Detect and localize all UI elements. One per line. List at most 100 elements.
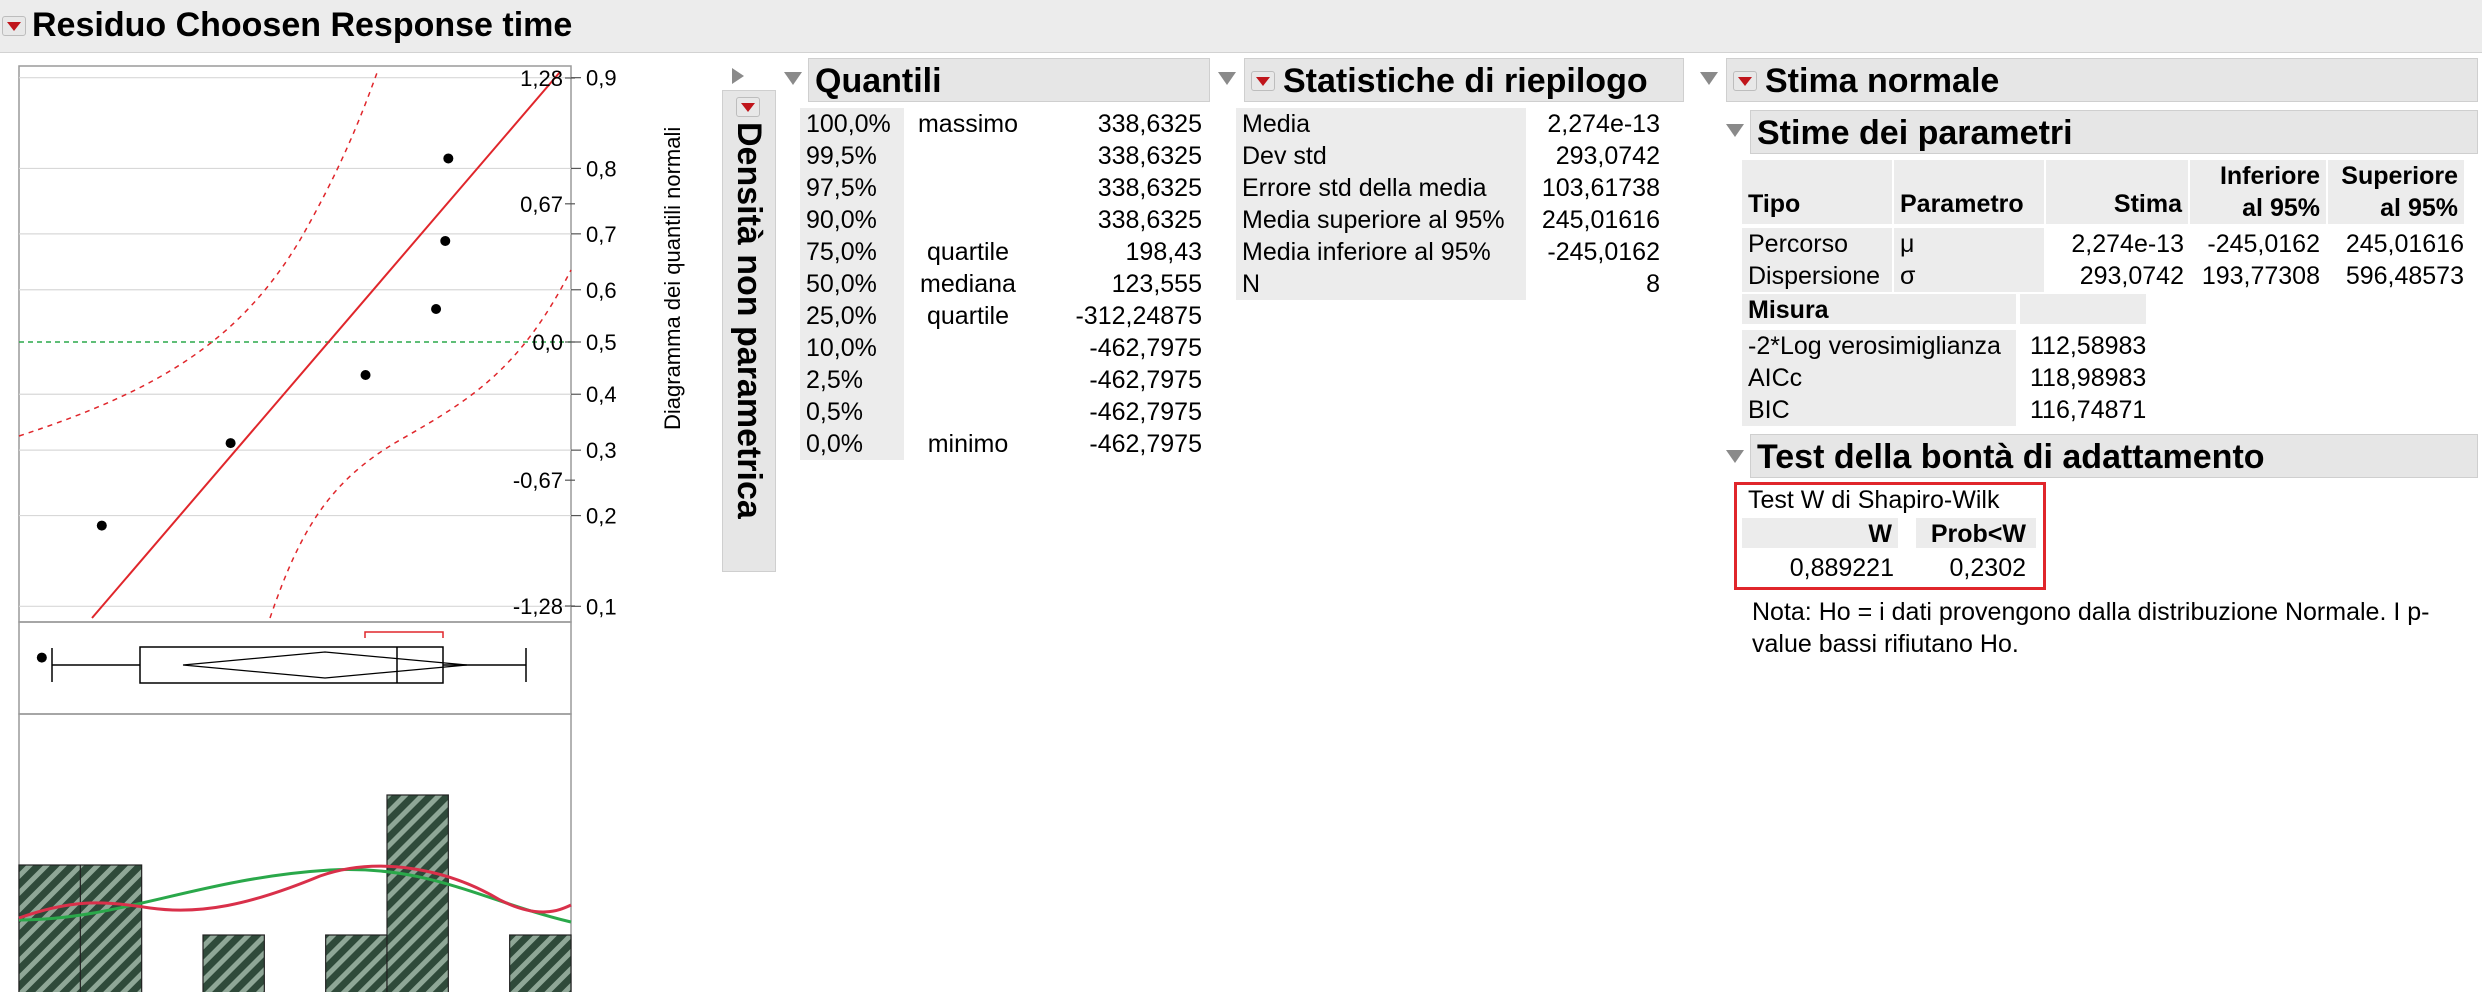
param-lower95: -245,0162 [2207,230,2320,258]
quantile-value: -462,7975 [1089,430,1202,458]
mean-diamond [182,651,468,679]
quantile-pct: 100,0% [800,108,904,140]
qq-right-tick-label: 0,9 [586,66,617,91]
stima-title: Stima normale [1765,62,2000,100]
summary-label: Dev std [1236,140,1526,172]
red-triangle-menu-icon[interactable] [2,16,26,36]
gof-note-line2: value bassi rifiutano Ho. [1752,630,2019,658]
qq-right-tick-labels: 0,9 0,8 0,7 0,6 0,5 0,4 0,3 0,2 0,1 [571,66,617,619]
nonparam-red-triangle-icon[interactable] [736,97,760,117]
gof-header[interactable]: Test della bontà di adattamento [1750,434,2478,478]
quantile-value: 338,6325 [1097,206,1202,234]
qq-right-tick-label: 0,5 [586,330,617,355]
summary-value: 245,01616 [1541,206,1660,234]
summary-label: Media inferiore al 95% [1236,236,1526,268]
params-title: Stime dei parametri [1757,114,2073,152]
quantile-pct: 0,0% [800,428,904,460]
col-stima: Stima [2046,160,2188,224]
qq-point [440,235,451,246]
quantile-label: quartile [927,302,1009,330]
qq-axis-label: Diagramma dei quantili normali [660,126,685,430]
quantile-pct: 10,0% [800,332,904,364]
qq-left-tick-label: 1,28 [520,66,563,91]
params-header[interactable]: Stime dei parametri [1750,110,2478,154]
measure-label: -2*Log verosimiglianza [1742,330,2016,362]
quantile-label: minimo [927,430,1009,458]
col-inferiore: Inferiore al 95% [2190,160,2326,224]
qq-point [360,370,371,380]
param-estimate: 293,0742 [2079,262,2184,290]
stima-header[interactable]: Stima normale [1726,58,2478,102]
gof-title: Test della bontà di adattamento [1757,438,2265,476]
qq-point [36,652,47,663]
param-upper95: 245,01616 [2345,230,2464,258]
misura-header-blank [2020,294,2146,324]
stima-disclosure-icon[interactable] [1700,72,1718,85]
boxplot-frame [18,621,572,715]
quantile-pct: 0,5% [800,396,904,428]
qq-right-tick-label: 0,8 [586,156,617,181]
col-superiore-line2: al 95% [2380,194,2458,222]
qq-right-tick-label: 0,7 [586,222,617,247]
summary-value: -245,0162 [1547,238,1660,266]
col-superiore: Superiore al 95% [2328,160,2464,224]
param-estimate: 2,274e-13 [2071,230,2184,258]
quantile-value: -462,7975 [1089,398,1202,426]
riepilogo-disclosure-icon[interactable] [1218,72,1236,85]
prob-w-value: 0,2302 [1949,554,2026,582]
summary-value: 293,0742 [1555,142,1660,170]
qq-fit-line [91,71,561,619]
qq-left-tick-label: 0,67 [520,192,563,217]
param-symbol: σ [1894,260,2044,292]
col-inferiore-line2: al 95% [2242,194,2320,222]
histogram-bar [202,934,265,992]
misura-header: Misura [1742,294,2016,324]
histogram-bars [18,794,572,992]
qq-left-tick-labels: 1,28 0,67 0,0 -0,67 -1,28 [513,66,575,619]
qq-point [225,438,236,449]
stima-red-triangle-icon[interactable] [1733,71,1757,91]
nonparam-title: Densità non parametrica [730,122,768,519]
quantile-value: -312,24875 [1075,302,1202,330]
normal-fit-curve [18,868,572,924]
params-disclosure-icon[interactable] [1726,124,1744,137]
histogram-bar [325,934,388,992]
param-symbol: μ [1894,228,2044,260]
quantile-value: 338,6325 [1097,110,1202,138]
quantile-pct: 75,0% [800,236,904,268]
quantile-value: -462,7975 [1089,334,1202,362]
riepilogo-header[interactable]: Statistiche di riepilogo [1244,58,1684,102]
disclosure-collapsed-icon[interactable] [732,68,744,84]
summary-value: 8 [1646,270,1660,298]
quantile-pct: 90,0% [800,204,904,236]
gof-note-line1: Nota: Ho = i dati provengono dalla distr… [1752,598,2430,626]
qq-points [36,153,454,663]
col-tipo: Tipo [1742,160,1892,224]
riepilogo-red-triangle-icon[interactable] [1251,71,1275,91]
summary-label: N [1236,268,1526,300]
kernel-density-curve [18,864,572,920]
summary-label: Media superiore al 95% [1236,204,1526,236]
qq-left-tick-label: -1,28 [513,594,563,619]
quantili-disclosure-icon[interactable] [784,72,802,85]
quantile-value: 338,6325 [1097,142,1202,170]
quantile-pct: 97,5% [800,172,904,204]
qq-point [96,520,107,531]
qq-right-tick-label: 0,6 [586,278,617,303]
quantile-pct: 50,0% [800,268,904,300]
qq-gridlines [19,77,571,607]
col-parametro: Parametro [1894,160,2044,224]
shapiro-wilk-title: Test W di Shapiro-Wilk [1748,486,2000,514]
param-tipo: Dispersione [1742,260,1892,292]
quantili-header[interactable]: Quantili [808,58,1210,102]
window-title: Residuo Choosen Response time [32,6,573,44]
summary-label: Media [1236,108,1526,140]
col-superiore-line1: Superiore [2341,162,2458,190]
param-tipo: Percorso [1742,228,1892,260]
gof-disclosure-icon[interactable] [1726,450,1744,463]
qq-left-tick-label: -0,67 [513,468,563,493]
shortest-half-bracket [364,631,444,638]
nonparam-header[interactable] [722,90,776,572]
quantile-label: mediana [920,270,1016,298]
riepilogo-title: Statistiche di riepilogo [1283,62,1648,100]
